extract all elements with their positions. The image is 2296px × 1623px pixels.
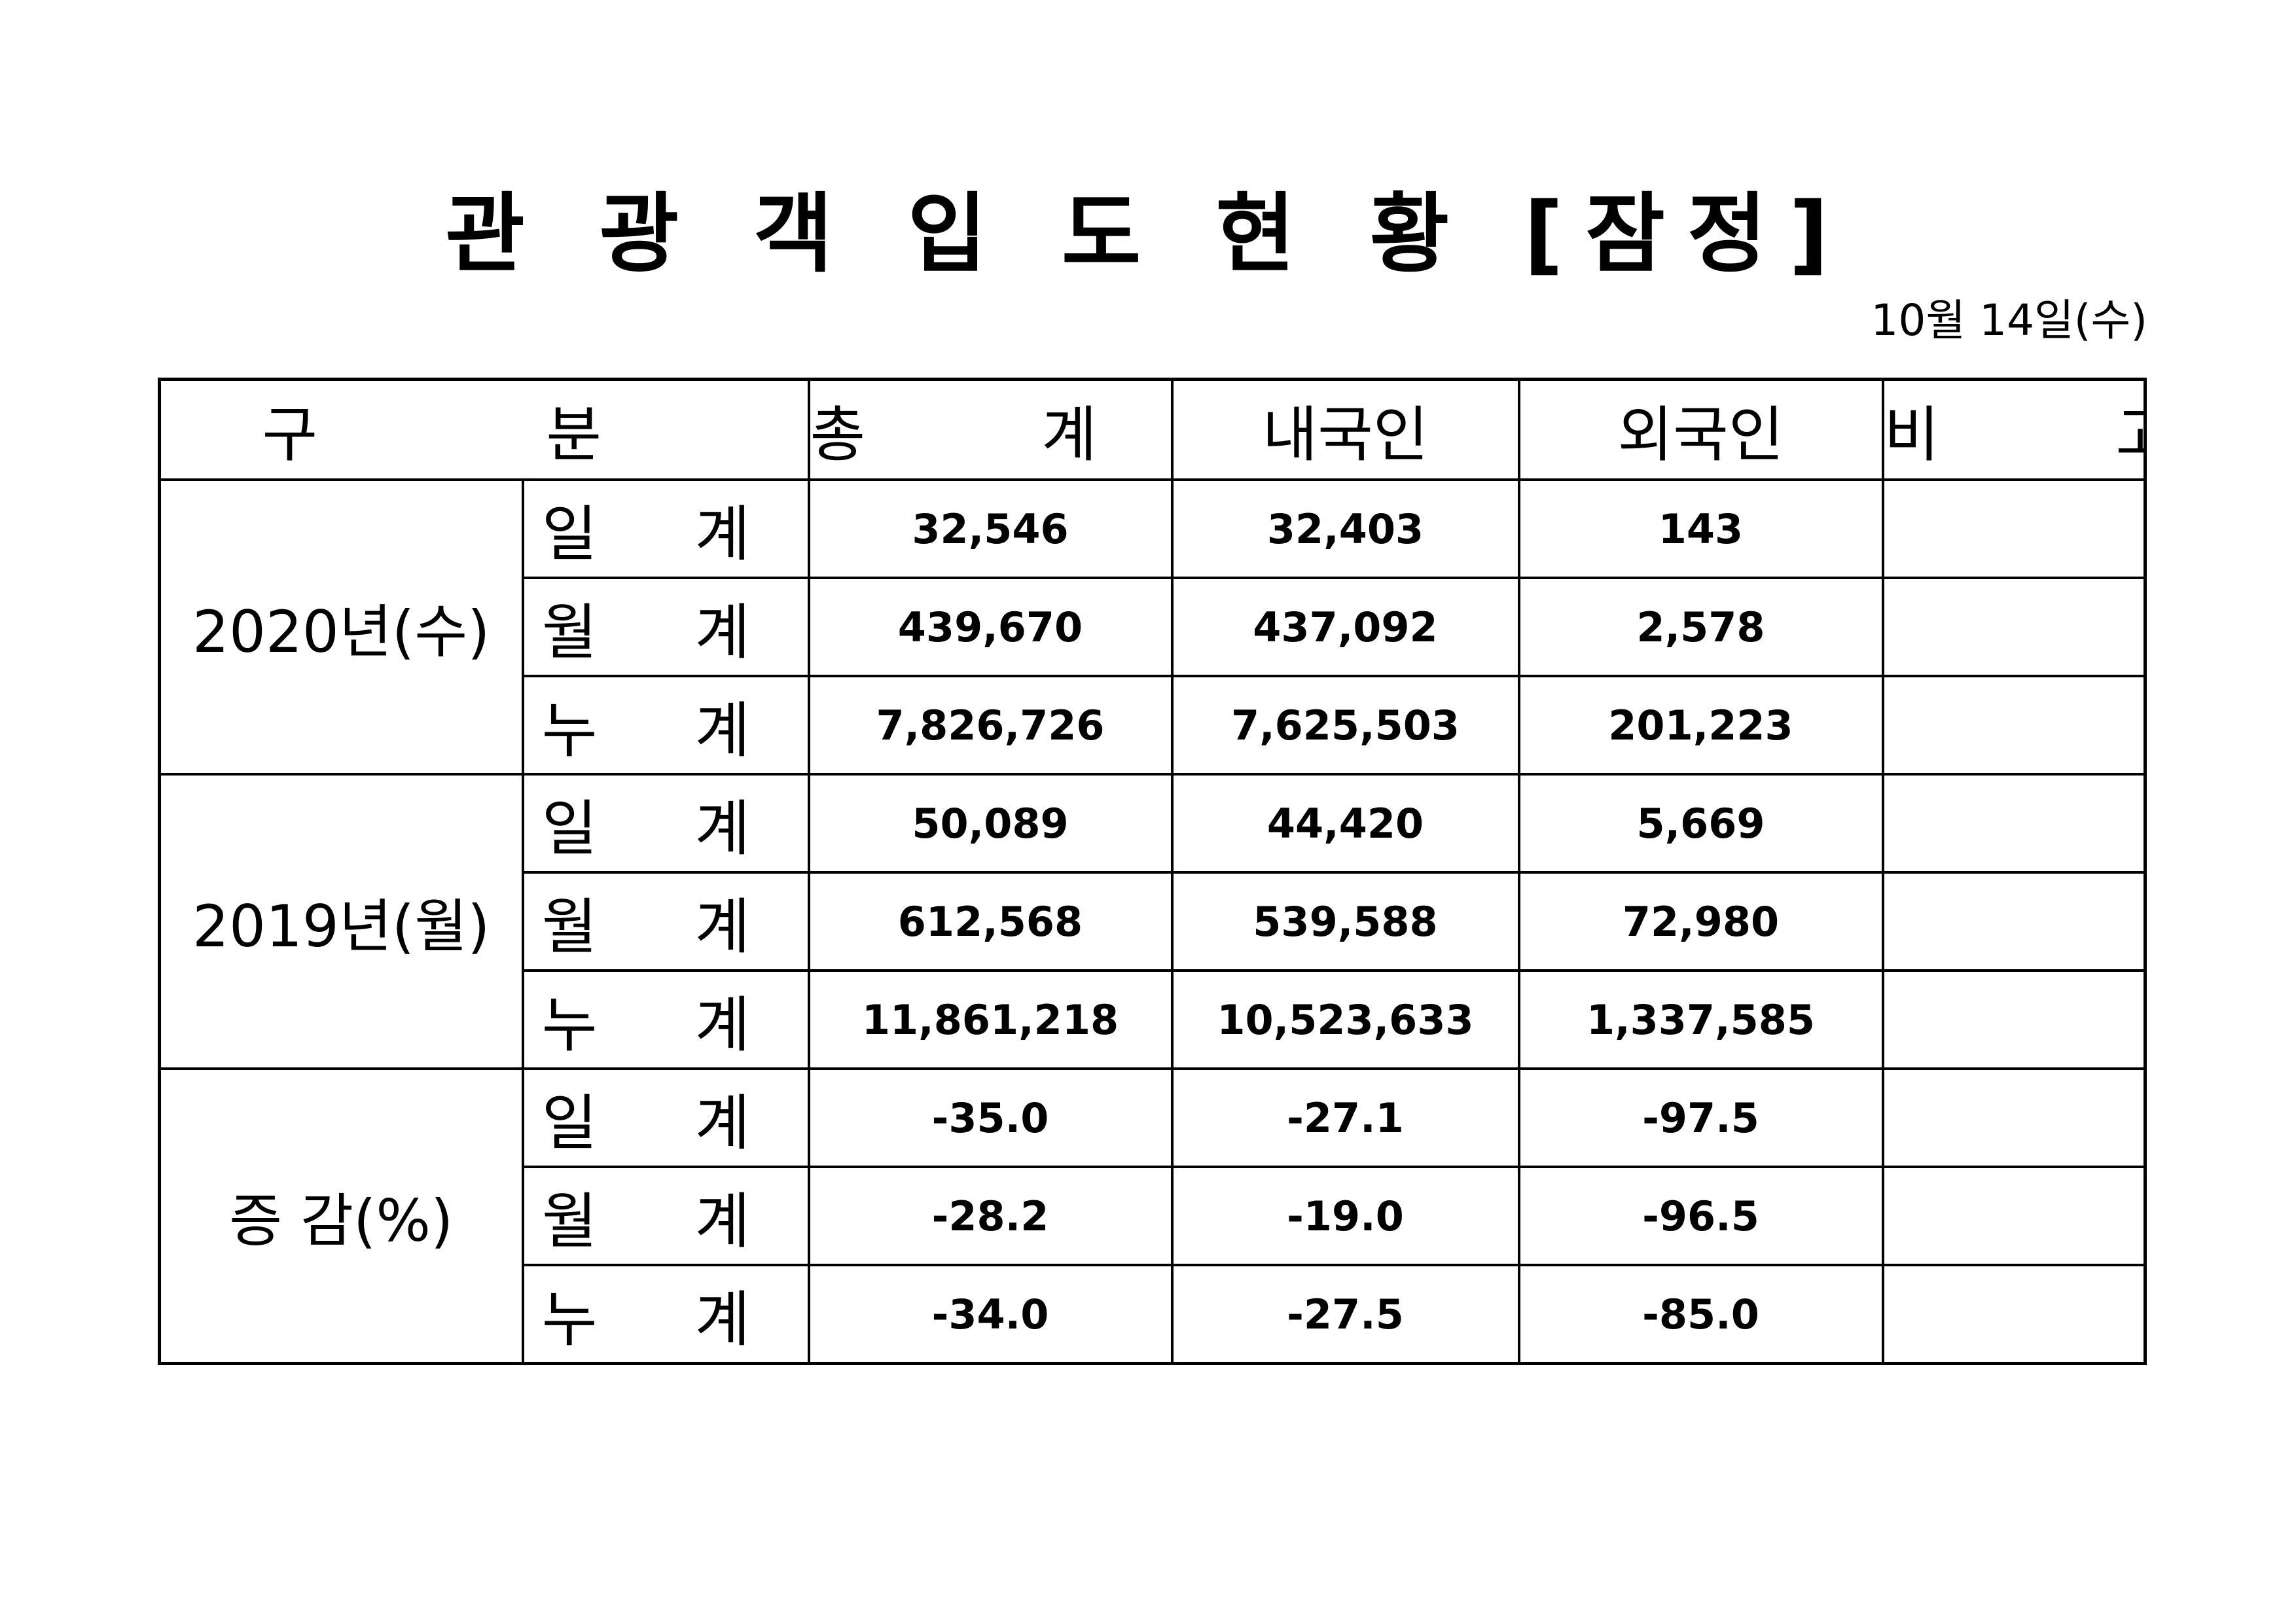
foreign-cell: 72,980 <box>1517 871 1884 972</box>
domestic-cell: 539,588 <box>1170 871 1520 972</box>
domestic-cell: -19.0 <box>1170 1166 1520 1267</box>
group-label-change: 증 감(%) <box>158 1067 524 1365</box>
row-label: 월 계 <box>521 871 810 972</box>
total-cell: -34.0 <box>807 1264 1174 1365</box>
foreign-cell: -96.5 <box>1517 1166 1884 1267</box>
note-cell <box>1881 577 2147 678</box>
note-cell <box>1881 1166 2147 1267</box>
total-cell: 439,670 <box>807 577 1174 678</box>
domestic-cell: 44,420 <box>1170 773 1520 874</box>
row-label: 누 계 <box>521 1264 810 1365</box>
domestic-cell: 32,403 <box>1170 478 1520 580</box>
header-foreign: 외국인 <box>1517 378 1884 482</box>
table-row: 2020년(수) 일 계 32,546 32,403 143 <box>158 478 2147 776</box>
total-cell: -35.0 <box>807 1067 1174 1169</box>
row-label: 월 계 <box>521 577 810 678</box>
foreign-cell: 201,223 <box>1517 675 1884 776</box>
table-row: 누 계 7,826,726 7,625,503 201,223 <box>160 675 2147 776</box>
foreign-cell: 143 <box>1517 478 1884 580</box>
domestic-cell: 437,092 <box>1170 577 1520 678</box>
header-note: 비 고 <box>1881 378 2147 482</box>
domestic-cell: -27.1 <box>1170 1067 1520 1169</box>
header-domestic: 내국인 <box>1170 378 1520 482</box>
table-row: 누 계 -34.0 -27.5 -85.0 <box>160 1264 2147 1365</box>
row-label: 누 계 <box>521 969 810 1071</box>
note-cell <box>1881 478 2147 580</box>
report-date: 10월 14일(수) <box>1871 295 2147 346</box>
header-category: 구 분 <box>158 378 810 482</box>
domestic-cell: 10,523,633 <box>1170 969 1520 1071</box>
foreign-cell: 5,669 <box>1517 773 1884 874</box>
page-title: 관 광 객 입 도 현 황 [잠정] <box>445 184 1851 285</box>
foreign-cell: -97.5 <box>1517 1067 1884 1169</box>
table-row: 월 계 612,568 539,588 72,980 <box>160 871 2147 972</box>
note-cell <box>1881 969 2147 1071</box>
row-label: 일 계 <box>521 773 810 874</box>
total-cell: 32,546 <box>807 478 1174 580</box>
total-cell: -28.2 <box>807 1166 1174 1267</box>
group-label-2020: 2020년(수) <box>158 478 524 776</box>
row-label: 일 계 <box>521 478 810 580</box>
domestic-cell: -27.5 <box>1170 1264 1520 1365</box>
note-cell <box>1881 773 2147 874</box>
table-row: 월 계 439,670 437,092 2,578 <box>160 577 2147 678</box>
foreign-cell: 2,578 <box>1517 577 1884 678</box>
note-cell <box>1881 675 2147 776</box>
table-row: 누 계 11,861,218 10,523,633 1,337,585 <box>160 969 2147 1071</box>
domestic-cell: 7,625,503 <box>1170 675 1520 776</box>
row-label: 누 계 <box>521 675 810 776</box>
row-label: 일 계 <box>521 1067 810 1169</box>
foreign-cell: 1,337,585 <box>1517 969 1884 1071</box>
foreign-cell: -85.0 <box>1517 1264 1884 1365</box>
table-row: 2019년(월) 일 계 50,089 44,420 5,669 <box>158 773 2147 1071</box>
note-cell <box>1881 871 2147 972</box>
total-cell: 50,089 <box>807 773 1174 874</box>
total-cell: 612,568 <box>807 871 1174 972</box>
note-cell <box>1881 1264 2147 1365</box>
total-cell: 11,861,218 <box>807 969 1174 1071</box>
table-row: 증 감(%) 일 계 -35.0 -27.1 -97.5 <box>158 1067 2147 1365</box>
group-label-2019: 2019년(월) <box>158 773 524 1071</box>
tourist-stats-table: 구 분 총 계 내국인 외국인 비 고 2020년(수) 일 계 32,546 … <box>158 378 2147 1365</box>
header-row: 구 분 총 계 내국인 외국인 비 고 <box>158 378 2147 482</box>
total-cell: 7,826,726 <box>807 675 1174 776</box>
note-cell <box>1881 1067 2147 1169</box>
table-row: 월 계 -28.2 -19.0 -96.5 <box>160 1166 2147 1267</box>
row-label: 월 계 <box>521 1166 810 1267</box>
header-total: 총 계 <box>807 378 1174 482</box>
